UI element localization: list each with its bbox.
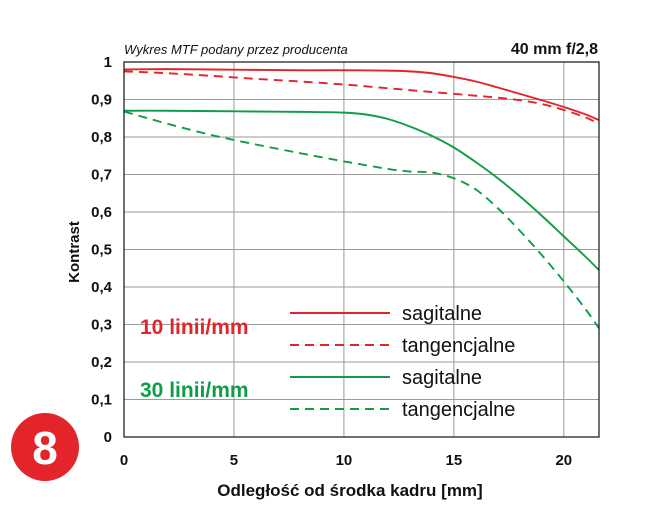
legend: 10 linii/mm 30 linii/mm sagitalne tangencja… bbox=[140, 303, 515, 421]
y-tick-labels: 0 0,1 0,2 0,3 0,4 0,5 0,6 0,7 0,8 0,9 1 bbox=[91, 54, 113, 446]
y-tick-label: 0,5 bbox=[91, 242, 112, 259]
y-tick-label: 0,2 bbox=[91, 354, 112, 371]
y-tick-label: 0,9 bbox=[91, 92, 112, 109]
y-tick-label: 0,4 bbox=[91, 279, 113, 296]
y-tick-label: 0,1 bbox=[91, 392, 112, 409]
series-line-30lpmm-sagitalne bbox=[123, 109, 600, 271]
x-tick-label: 10 bbox=[336, 452, 353, 469]
y-tick-label: 1 bbox=[104, 54, 112, 71]
legend-entry-label: tangencjalne bbox=[402, 335, 515, 357]
series-line-30lpmm-tangencjalne bbox=[123, 110, 600, 329]
series-line-10lpmm-sagitalne bbox=[123, 68, 600, 122]
x-tick-label: 15 bbox=[446, 452, 463, 469]
series-layer bbox=[123, 68, 600, 329]
y-axis-label: Kontrast bbox=[66, 221, 83, 283]
series-line-10lpmm-tangencjalne bbox=[123, 70, 600, 125]
x-tick-label: 0 bbox=[120, 452, 128, 469]
badge: 8 bbox=[11, 413, 79, 481]
badge-circle bbox=[11, 413, 79, 481]
y-tick-label: 0,7 bbox=[91, 167, 112, 184]
x-tick-label: 20 bbox=[555, 452, 572, 469]
x-tick-label: 5 bbox=[230, 452, 238, 469]
x-axis-label: Odległość od środka kadru [mm] bbox=[217, 481, 482, 500]
plot-frame bbox=[123, 61, 600, 438]
legend-entry-label: tangencjalne bbox=[402, 399, 515, 421]
chart-subtitle: Wykres MTF podany przez producenta bbox=[124, 42, 348, 57]
y-tick-label: 0,3 bbox=[91, 317, 112, 334]
badge-number: 8 bbox=[32, 422, 58, 474]
legend-entry-label: sagitalne bbox=[402, 303, 482, 325]
y-tick-label: 0,6 bbox=[91, 204, 112, 221]
legend-entry-label: sagitalne bbox=[402, 367, 482, 389]
x-tick-labels: 0 5 10 15 20 bbox=[120, 452, 572, 469]
chart-title: 40 mm f/2,8 bbox=[511, 41, 598, 58]
y-tick-label: 0,8 bbox=[91, 129, 112, 146]
legend-group-label: 30 linii/mm bbox=[140, 379, 249, 402]
legend-group-label: 10 linii/mm bbox=[140, 316, 249, 339]
y-tick-label: 0 bbox=[104, 429, 112, 446]
